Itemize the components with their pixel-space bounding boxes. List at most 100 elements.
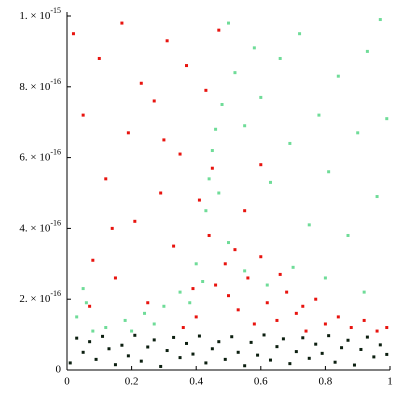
point: [336, 315, 340, 319]
point: [252, 46, 256, 50]
point: [227, 294, 230, 298]
point: [275, 345, 279, 349]
point: [159, 191, 163, 195]
x-tick-label: 0.4: [189, 376, 203, 388]
point: [104, 326, 108, 330]
point: [97, 56, 101, 60]
point: [385, 117, 389, 121]
point: [185, 341, 189, 345]
point: [130, 329, 134, 333]
point: [340, 346, 344, 350]
point: [294, 311, 298, 315]
point: [207, 177, 211, 181]
point: [126, 354, 130, 358]
point: [385, 352, 389, 356]
point: [172, 244, 176, 248]
point: [152, 338, 156, 342]
point: [133, 219, 137, 223]
point: [327, 334, 331, 338]
point: [256, 353, 260, 357]
point: [81, 287, 85, 291]
y-tick-label: 4. × 10-16: [19, 218, 61, 234]
point: [291, 265, 295, 269]
point: [185, 64, 189, 68]
point: [359, 347, 363, 351]
point: [314, 342, 318, 346]
point: [88, 304, 92, 308]
point: [162, 304, 166, 308]
point: [172, 335, 176, 339]
point: [285, 290, 289, 294]
point: [120, 21, 124, 25]
point: [356, 131, 360, 135]
y-tick-label-exponent: -16: [50, 289, 61, 298]
point: [378, 18, 382, 22]
point: [223, 357, 227, 361]
point: [81, 350, 85, 354]
point: [320, 351, 324, 355]
y-tick-label-base: 8. × 10: [19, 80, 50, 92]
point: [323, 276, 327, 280]
point: [178, 356, 182, 360]
point: [214, 283, 218, 287]
point: [197, 198, 201, 202]
x-tick-label: 0.6: [254, 376, 268, 388]
point: [362, 318, 366, 322]
y-tick-label: 6. × 10-16: [19, 147, 61, 163]
point: [333, 360, 337, 364]
point: [301, 336, 305, 340]
point: [246, 276, 250, 280]
point: [362, 290, 366, 294]
point: [139, 359, 143, 363]
point: [194, 315, 198, 319]
point: [123, 318, 127, 322]
point: [259, 163, 263, 167]
point: [349, 326, 353, 330]
y-tick-label-exponent: -16: [50, 147, 61, 156]
point: [210, 149, 214, 153]
point: [307, 356, 311, 360]
point: [230, 335, 234, 339]
x-tick-label: 1: [387, 376, 393, 388]
point: [259, 255, 263, 259]
y-tick-label: 8. × 10-16: [19, 77, 61, 93]
point: [243, 209, 247, 213]
y-tick-label: 2. × 10-16: [19, 289, 61, 305]
point: [265, 301, 269, 305]
point: [81, 113, 85, 117]
y-tick-label-base: 2. × 10: [19, 293, 50, 305]
point: [262, 333, 266, 337]
point: [220, 103, 224, 106]
point: [227, 241, 230, 245]
point: [265, 283, 269, 287]
x-tick-label: 0.2: [125, 376, 139, 388]
point: [233, 71, 237, 75]
point: [71, 32, 75, 36]
point: [210, 166, 214, 170]
point: [162, 138, 166, 142]
point: [278, 272, 282, 276]
point: [281, 337, 285, 341]
point: [365, 49, 369, 53]
point: [236, 350, 240, 354]
point: [375, 195, 379, 199]
point: [107, 347, 111, 351]
point: [178, 152, 182, 156]
point: [298, 32, 302, 36]
point: [201, 280, 205, 283]
y-tick-label-base: 1. × 10: [19, 10, 50, 22]
point: [217, 28, 221, 32]
point: [146, 301, 150, 305]
point: [188, 301, 192, 305]
point: [84, 301, 88, 305]
point: [181, 326, 185, 330]
point: [204, 361, 208, 365]
point: [336, 74, 340, 78]
point: [275, 318, 279, 322]
point: [217, 191, 221, 195]
point: [372, 355, 376, 359]
point: [304, 329, 308, 333]
point: [301, 304, 305, 308]
point: [152, 99, 156, 103]
point: [252, 322, 256, 326]
